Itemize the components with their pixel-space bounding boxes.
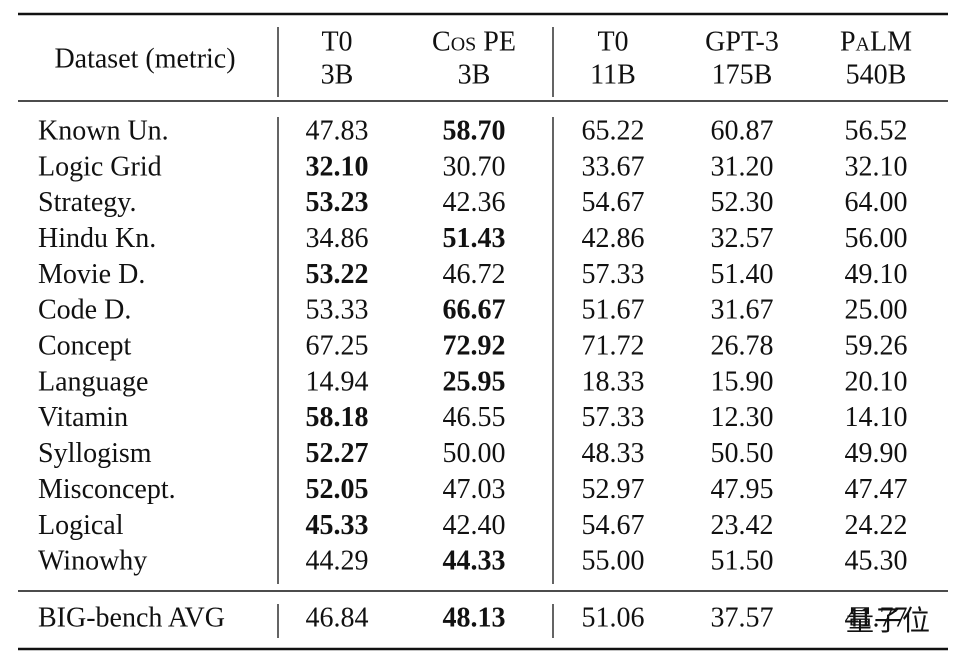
table-cell: 60.87 (711, 115, 774, 146)
average-cell: 48.13 (443, 602, 506, 633)
table-cell: 31.67 (711, 295, 774, 326)
dataset-name: Known Un. (38, 115, 169, 146)
table-cell: 56.00 (845, 223, 908, 254)
dataset-name: Syllogism (38, 438, 152, 469)
table-cell: 49.10 (845, 259, 908, 290)
table-cell: 64.00 (845, 187, 908, 218)
table-cell: 52.05 (306, 474, 369, 505)
dataset-name: Concept (38, 331, 132, 362)
column-header: 175B (712, 59, 773, 90)
table-cell: 25.00 (845, 295, 908, 326)
dataset-name: Strategy. (38, 187, 137, 218)
column-header: 3B (321, 59, 354, 90)
table-cell: 32.57 (711, 223, 774, 254)
table-cell: 55.00 (582, 546, 645, 577)
table-cell: 45.33 (306, 510, 369, 541)
table-cell: 53.33 (306, 295, 369, 326)
table-cell: 42.86 (582, 223, 645, 254)
dataset-name: Winowhy (38, 546, 147, 577)
table-cell: 71.72 (582, 331, 645, 362)
table-cell: 30.70 (443, 151, 506, 182)
dataset-name: Code D. (38, 295, 131, 326)
table-cell: 20.10 (845, 366, 908, 397)
table-cell: 57.33 (582, 259, 645, 290)
table-cell: 52.27 (306, 438, 369, 469)
dataset-name: Logical (38, 510, 124, 541)
table-cell: 47.03 (443, 474, 506, 505)
table-cell: 46.72 (443, 259, 506, 290)
table-cell: 51.50 (711, 546, 774, 577)
table-cell: 32.10 (306, 151, 369, 182)
table-cell: 48.33 (582, 438, 645, 469)
table-cell: 66.67 (443, 295, 506, 326)
dataset-name: Misconcept. (38, 474, 176, 505)
table-cell: 67.25 (306, 331, 369, 362)
dataset-name: Hindu Kn. (38, 223, 156, 254)
column-header: Dataset (metric) (54, 43, 235, 74)
average-cell: 37.57 (711, 602, 774, 633)
watermark: 量子位 (846, 604, 930, 637)
table-cell: 44.29 (306, 546, 369, 577)
table-cell: 50.00 (443, 438, 506, 469)
column-header: 3B (458, 59, 491, 90)
table-cell: 58.18 (306, 402, 369, 433)
dataset-name: BIG-bench AVG (38, 602, 225, 633)
average-cell: 46.84 (306, 602, 369, 633)
table-cell: 31.20 (711, 151, 774, 182)
dataset-name: Movie D. (38, 259, 145, 290)
table-cell: 46.55 (443, 402, 506, 433)
table-cell: 26.78 (711, 331, 774, 362)
column-header: PaLM (840, 26, 912, 57)
table-cell: 18.33 (582, 366, 645, 397)
column-header: GPT-3 (705, 26, 779, 57)
table-cell: 58.70 (443, 115, 506, 146)
table-cell: 12.30 (711, 402, 774, 433)
table-cell: 33.67 (582, 151, 645, 182)
dataset-name: Logic Grid (38, 151, 162, 182)
table-cell: 52.30 (711, 187, 774, 218)
table-cell: 42.36 (443, 187, 506, 218)
column-header: Cos PE (432, 26, 516, 57)
column-header: T0 (597, 26, 628, 57)
table-cell: 23.42 (711, 510, 774, 541)
table-cell: 32.10 (845, 151, 908, 182)
column-header: 540B (846, 59, 907, 90)
table-cell: 24.22 (845, 510, 908, 541)
table-cell: 47.95 (711, 474, 774, 505)
table-cell: 47.47 (845, 474, 908, 505)
column-header: T0 (321, 26, 352, 57)
column-header: 11B (590, 59, 636, 90)
table-cell: 59.26 (845, 331, 908, 362)
table-cell: 54.67 (582, 510, 645, 541)
table-cell: 51.40 (711, 259, 774, 290)
table-cell: 44.33 (443, 546, 506, 577)
dataset-name: Language (38, 366, 148, 397)
table-cell: 42.40 (443, 510, 506, 541)
table-cell: 50.50 (711, 438, 774, 469)
table-cell: 53.22 (306, 259, 369, 290)
table-cell: 14.10 (845, 402, 908, 433)
table-cell: 25.95 (443, 366, 506, 397)
table-cell: 53.23 (306, 187, 369, 218)
table-cell: 45.30 (845, 546, 908, 577)
average-cell: 51.06 (582, 602, 645, 633)
table-cell: 51.67 (582, 295, 645, 326)
table-cell: 51.43 (443, 223, 506, 254)
table-cell: 56.52 (845, 115, 908, 146)
table-cell: 14.94 (306, 366, 369, 397)
table-cell: 15.90 (711, 366, 774, 397)
table-cell: 34.86 (306, 223, 369, 254)
table-cell: 52.97 (582, 474, 645, 505)
table-cell: 49.90 (845, 438, 908, 469)
table-cell: 47.83 (306, 115, 369, 146)
table-cell: 72.92 (443, 331, 506, 362)
average-cell: 41.77 (845, 602, 908, 633)
table-cell: 65.22 (582, 115, 645, 146)
table-cell: 54.67 (582, 187, 645, 218)
dataset-name: Vitamin (38, 402, 128, 433)
table-cell: 57.33 (582, 402, 645, 433)
